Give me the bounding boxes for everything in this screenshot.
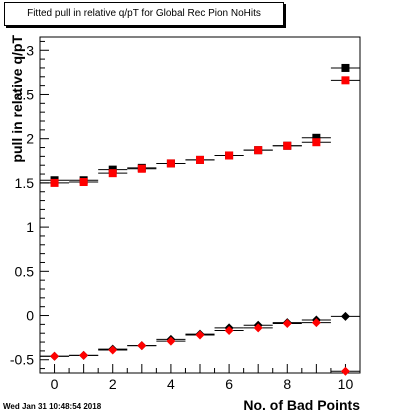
x-tick-label: 2 (109, 376, 117, 392)
data-point-diamond (282, 318, 292, 328)
x-tick-label: 10 (338, 376, 354, 392)
x-axis-label: No. of Bad Points (243, 397, 360, 413)
y-tick-label: 0 (26, 308, 34, 324)
x-tick-label: 8 (283, 376, 291, 392)
y-tick-label: -0.5 (10, 352, 34, 368)
data-point-square (341, 76, 350, 85)
data-point-square (79, 178, 88, 187)
data-point-square (108, 169, 117, 178)
x-tick-label: 4 (167, 376, 175, 392)
data-point-diamond (340, 311, 350, 321)
data-marks (40, 63, 360, 376)
timestamp: Wed Jan 31 10:48:54 2018 (3, 402, 102, 411)
data-point-square (50, 178, 59, 187)
data-point-square (341, 63, 350, 72)
data-point-square (196, 155, 204, 164)
data-point-square (312, 133, 321, 142)
data-point-diamond (340, 366, 350, 376)
data-point-diamond (311, 318, 321, 328)
data-point-square (312, 138, 321, 147)
data-point-diamond (79, 350, 89, 360)
data-point-diamond (253, 323, 263, 333)
y-tick-label: 3 (26, 42, 34, 58)
data-point-diamond (166, 336, 176, 346)
data-point-diamond (195, 330, 205, 340)
data-point-diamond (108, 345, 118, 355)
data-point-diamond (137, 341, 147, 351)
y-tick-label: 1 (26, 219, 34, 235)
data-point-square (137, 164, 146, 173)
y-tick-label: 1.5 (15, 175, 35, 191)
data-point-square (166, 159, 175, 168)
x-tick-label: 6 (225, 376, 233, 392)
y-tick-label: 2 (26, 131, 34, 147)
y-tick-label: 2.5 (15, 86, 35, 102)
data-point-diamond (224, 326, 234, 336)
data-point-square (254, 146, 263, 155)
data-point-square (225, 151, 234, 160)
chart-title: Fitted pull in relative q/pT for Global … (4, 2, 284, 26)
data-point-diamond (50, 351, 60, 361)
data-point-square (283, 141, 292, 150)
y-tick-label: 0.5 (15, 263, 35, 279)
y-axis-label: pull in relative q/pT (9, 35, 25, 163)
x-tick-label: 0 (51, 376, 59, 392)
